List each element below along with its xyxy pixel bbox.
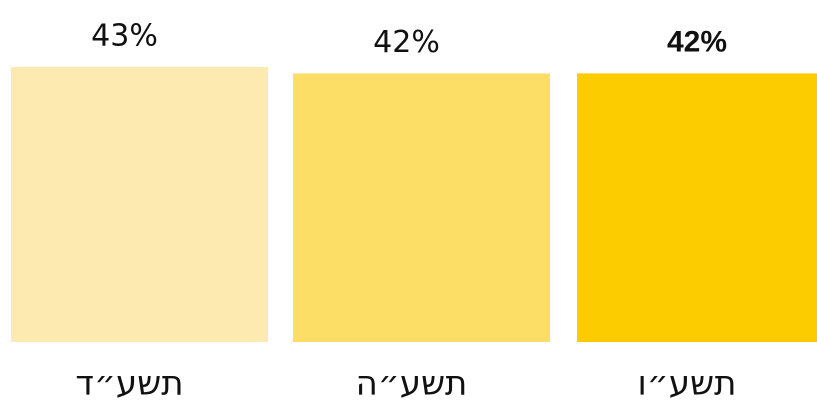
value-label: 42% (373, 25, 440, 60)
bar (293, 73, 550, 342)
bar (11, 67, 268, 342)
category-label: תשע״ו (638, 364, 737, 402)
category-label: תשע״ה (356, 364, 468, 402)
value-label: 43% (91, 19, 158, 54)
bar (577, 73, 817, 342)
category-label: תשע״ד (75, 364, 183, 402)
value-label: 42% (667, 25, 727, 58)
